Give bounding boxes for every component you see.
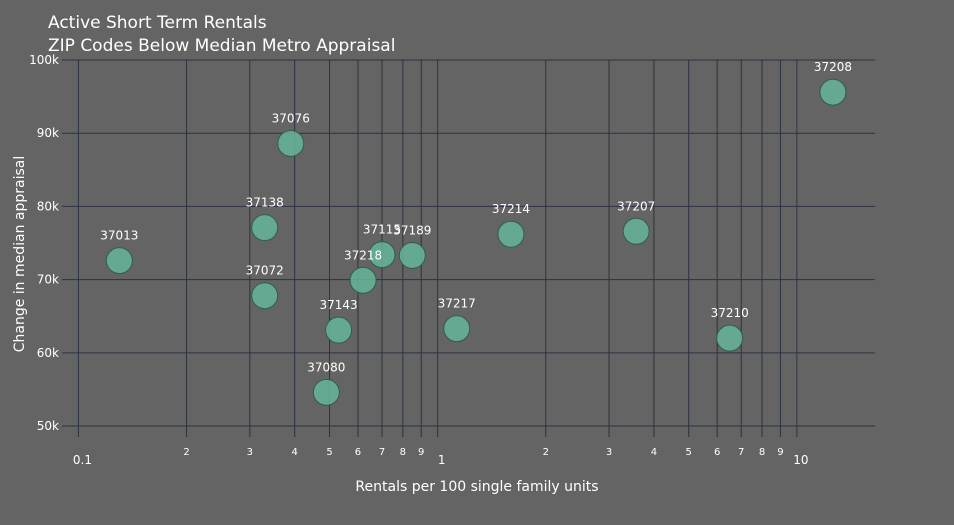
data-point xyxy=(312,378,340,406)
point-label: 37217 xyxy=(438,297,476,311)
x-minor-tick-label: 3 xyxy=(606,447,612,458)
x-minor-tick-label: 2 xyxy=(543,447,549,458)
data-point xyxy=(622,217,650,245)
x-minor-tick-label: 3 xyxy=(247,447,253,458)
data-point xyxy=(277,129,305,157)
data-points xyxy=(105,78,847,406)
y-tick-label: 60k xyxy=(37,346,59,360)
point-label: 37189 xyxy=(393,223,431,237)
point-label: 37072 xyxy=(246,264,284,278)
y-tick-labels: 50k 60k 70k 80k 90k 100k xyxy=(29,53,59,433)
y-tick-label: 100k xyxy=(29,53,59,67)
data-point xyxy=(398,241,426,269)
y-tick-label: 90k xyxy=(37,126,59,140)
x-major-tick-label: 0.1 xyxy=(73,453,92,467)
chart-title: Active Short Term Rentals xyxy=(48,13,267,33)
data-point xyxy=(368,241,396,269)
point-label: 37143 xyxy=(320,298,358,312)
x-minor-tick-label: 7 xyxy=(379,447,385,458)
data-point xyxy=(105,247,133,275)
x-minor-tick-label: 5 xyxy=(686,447,692,458)
y-tick-label: 50k xyxy=(37,419,59,433)
data-point xyxy=(716,324,744,352)
x-minor-tick-label: 6 xyxy=(355,447,361,458)
x-minor-tick-label: 9 xyxy=(418,447,424,458)
point-label: 37207 xyxy=(617,199,655,213)
point-label: 37208 xyxy=(814,60,852,74)
x-axis-label: Rentals per 100 single family units xyxy=(355,479,599,495)
y-tick-label: 80k xyxy=(37,199,59,213)
data-point xyxy=(497,220,525,248)
x-minor-tick-label: 9 xyxy=(777,447,783,458)
data-point xyxy=(251,214,279,242)
x-minor-tick-label: 7 xyxy=(738,447,744,458)
point-label: 37138 xyxy=(246,196,284,210)
x-minor-tick-label: 4 xyxy=(292,447,298,458)
x-minor-tick-label: 6 xyxy=(714,447,720,458)
x-minor-tick-label: 4 xyxy=(651,447,657,458)
x-minor-tick-label: 2 xyxy=(183,447,189,458)
point-labels: 37013 37076 37138 37072 37143 37080 37218 37115… xyxy=(100,60,852,374)
point-label: 37080 xyxy=(307,360,345,374)
data-point xyxy=(349,266,377,294)
point-label: 37218 xyxy=(344,248,382,262)
point-label: 37210 xyxy=(711,306,749,320)
grid-lines xyxy=(62,59,875,437)
point-label: 37115 xyxy=(363,223,401,237)
point-label: 37076 xyxy=(272,111,310,125)
x-major-tick-label: 10 xyxy=(793,453,808,467)
point-label: 37013 xyxy=(100,229,138,243)
data-point xyxy=(325,316,353,344)
x-minor-tick-label: 8 xyxy=(759,447,765,458)
data-point xyxy=(443,315,471,343)
x-minor-tick-label: 5 xyxy=(326,447,332,458)
point-label: 37214 xyxy=(492,202,530,216)
y-axis-label: Change in median appraisal xyxy=(12,155,28,353)
x-tick-labels: 0.1 1 10 2 3 4 5 6 7 8 9 2 3 4 5 6 7 8 9 xyxy=(73,447,809,467)
chart-subtitle: ZIP Codes Below Median Metro Appraisal xyxy=(48,36,396,56)
x-minor-tick-label: 8 xyxy=(400,447,406,458)
x-major-tick-label: 1 xyxy=(438,453,446,467)
data-point xyxy=(819,78,847,106)
y-tick-label: 70k xyxy=(37,273,59,287)
data-point xyxy=(251,282,279,310)
